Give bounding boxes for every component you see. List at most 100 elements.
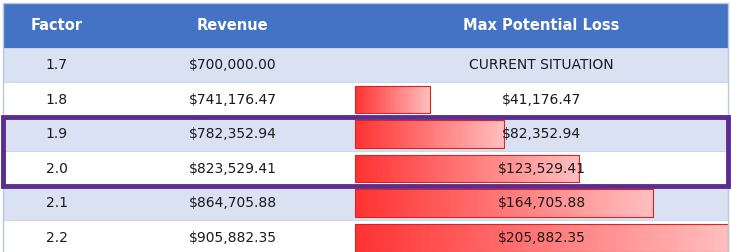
Bar bbox=[474, 120, 477, 148]
Bar bbox=[393, 86, 395, 113]
Bar bbox=[390, 86, 391, 113]
Bar bbox=[576, 155, 580, 182]
Bar bbox=[444, 224, 449, 251]
Bar bbox=[416, 86, 417, 113]
Bar bbox=[410, 86, 412, 113]
Bar bbox=[560, 190, 564, 217]
Bar bbox=[409, 86, 410, 113]
Bar bbox=[379, 224, 384, 251]
Bar bbox=[364, 155, 367, 182]
Bar bbox=[392, 86, 393, 113]
Bar bbox=[395, 155, 398, 182]
Bar bbox=[424, 120, 427, 148]
Bar bbox=[497, 190, 501, 217]
Bar bbox=[404, 86, 405, 113]
Bar bbox=[376, 86, 378, 113]
Bar bbox=[387, 86, 388, 113]
Bar bbox=[466, 120, 468, 148]
Bar bbox=[490, 155, 493, 182]
Bar bbox=[403, 86, 404, 113]
Bar bbox=[626, 224, 631, 251]
Bar bbox=[639, 190, 643, 217]
Text: 2.1: 2.1 bbox=[45, 196, 68, 210]
Bar bbox=[556, 224, 561, 251]
Bar bbox=[397, 86, 398, 113]
Bar bbox=[355, 86, 430, 113]
Bar bbox=[686, 224, 692, 251]
Bar bbox=[571, 155, 574, 182]
Bar bbox=[406, 86, 408, 113]
Bar bbox=[490, 120, 492, 148]
Bar bbox=[431, 155, 434, 182]
Bar bbox=[456, 120, 458, 148]
Bar bbox=[413, 86, 414, 113]
Bar bbox=[609, 190, 613, 217]
Bar bbox=[548, 155, 551, 182]
Bar bbox=[398, 120, 401, 148]
Bar bbox=[449, 224, 454, 251]
Bar bbox=[439, 155, 442, 182]
Bar bbox=[443, 120, 445, 148]
Bar bbox=[498, 155, 501, 182]
Bar bbox=[412, 224, 417, 251]
Bar bbox=[677, 224, 682, 251]
Bar bbox=[534, 155, 537, 182]
Bar bbox=[372, 155, 376, 182]
Bar bbox=[450, 120, 452, 148]
Bar bbox=[368, 86, 369, 113]
Bar bbox=[605, 190, 609, 217]
Bar bbox=[369, 155, 373, 182]
Bar bbox=[363, 190, 367, 217]
Bar bbox=[565, 224, 570, 251]
Bar bbox=[484, 120, 486, 148]
Bar bbox=[355, 86, 357, 113]
Bar bbox=[654, 224, 659, 251]
Bar bbox=[447, 120, 449, 148]
Bar bbox=[412, 155, 414, 182]
Bar bbox=[406, 86, 407, 113]
Bar bbox=[388, 224, 393, 251]
Bar bbox=[597, 190, 602, 217]
Bar bbox=[667, 224, 673, 251]
Bar bbox=[470, 155, 473, 182]
Bar bbox=[436, 120, 438, 148]
Bar bbox=[579, 190, 583, 217]
Bar bbox=[404, 190, 408, 217]
Text: 2.2: 2.2 bbox=[46, 231, 67, 245]
Bar bbox=[426, 86, 428, 113]
Bar bbox=[397, 224, 403, 251]
Bar bbox=[482, 190, 486, 217]
Bar bbox=[453, 155, 456, 182]
Bar bbox=[388, 86, 390, 113]
Bar bbox=[621, 224, 626, 251]
Bar bbox=[396, 86, 398, 113]
Bar bbox=[495, 155, 499, 182]
Bar bbox=[439, 120, 442, 148]
Bar bbox=[486, 120, 488, 148]
Bar bbox=[429, 86, 431, 113]
Bar bbox=[385, 86, 386, 113]
Bar bbox=[612, 224, 617, 251]
Bar bbox=[379, 86, 380, 113]
Bar bbox=[374, 190, 378, 217]
Bar bbox=[532, 224, 537, 251]
Bar bbox=[430, 190, 434, 217]
Bar bbox=[531, 190, 534, 217]
Bar bbox=[562, 155, 566, 182]
Bar bbox=[430, 224, 435, 251]
Bar bbox=[695, 224, 700, 251]
Bar bbox=[464, 155, 468, 182]
Bar bbox=[404, 120, 406, 148]
Bar bbox=[478, 155, 482, 182]
Bar bbox=[681, 224, 686, 251]
Bar bbox=[391, 120, 393, 148]
Bar bbox=[499, 120, 501, 148]
Bar bbox=[415, 120, 417, 148]
Bar bbox=[422, 86, 423, 113]
Text: $823,529.41: $823,529.41 bbox=[189, 162, 277, 176]
Bar bbox=[381, 155, 384, 182]
Bar bbox=[3, 220, 728, 252]
Bar bbox=[627, 190, 632, 217]
Bar bbox=[452, 190, 456, 217]
Bar bbox=[460, 120, 462, 148]
